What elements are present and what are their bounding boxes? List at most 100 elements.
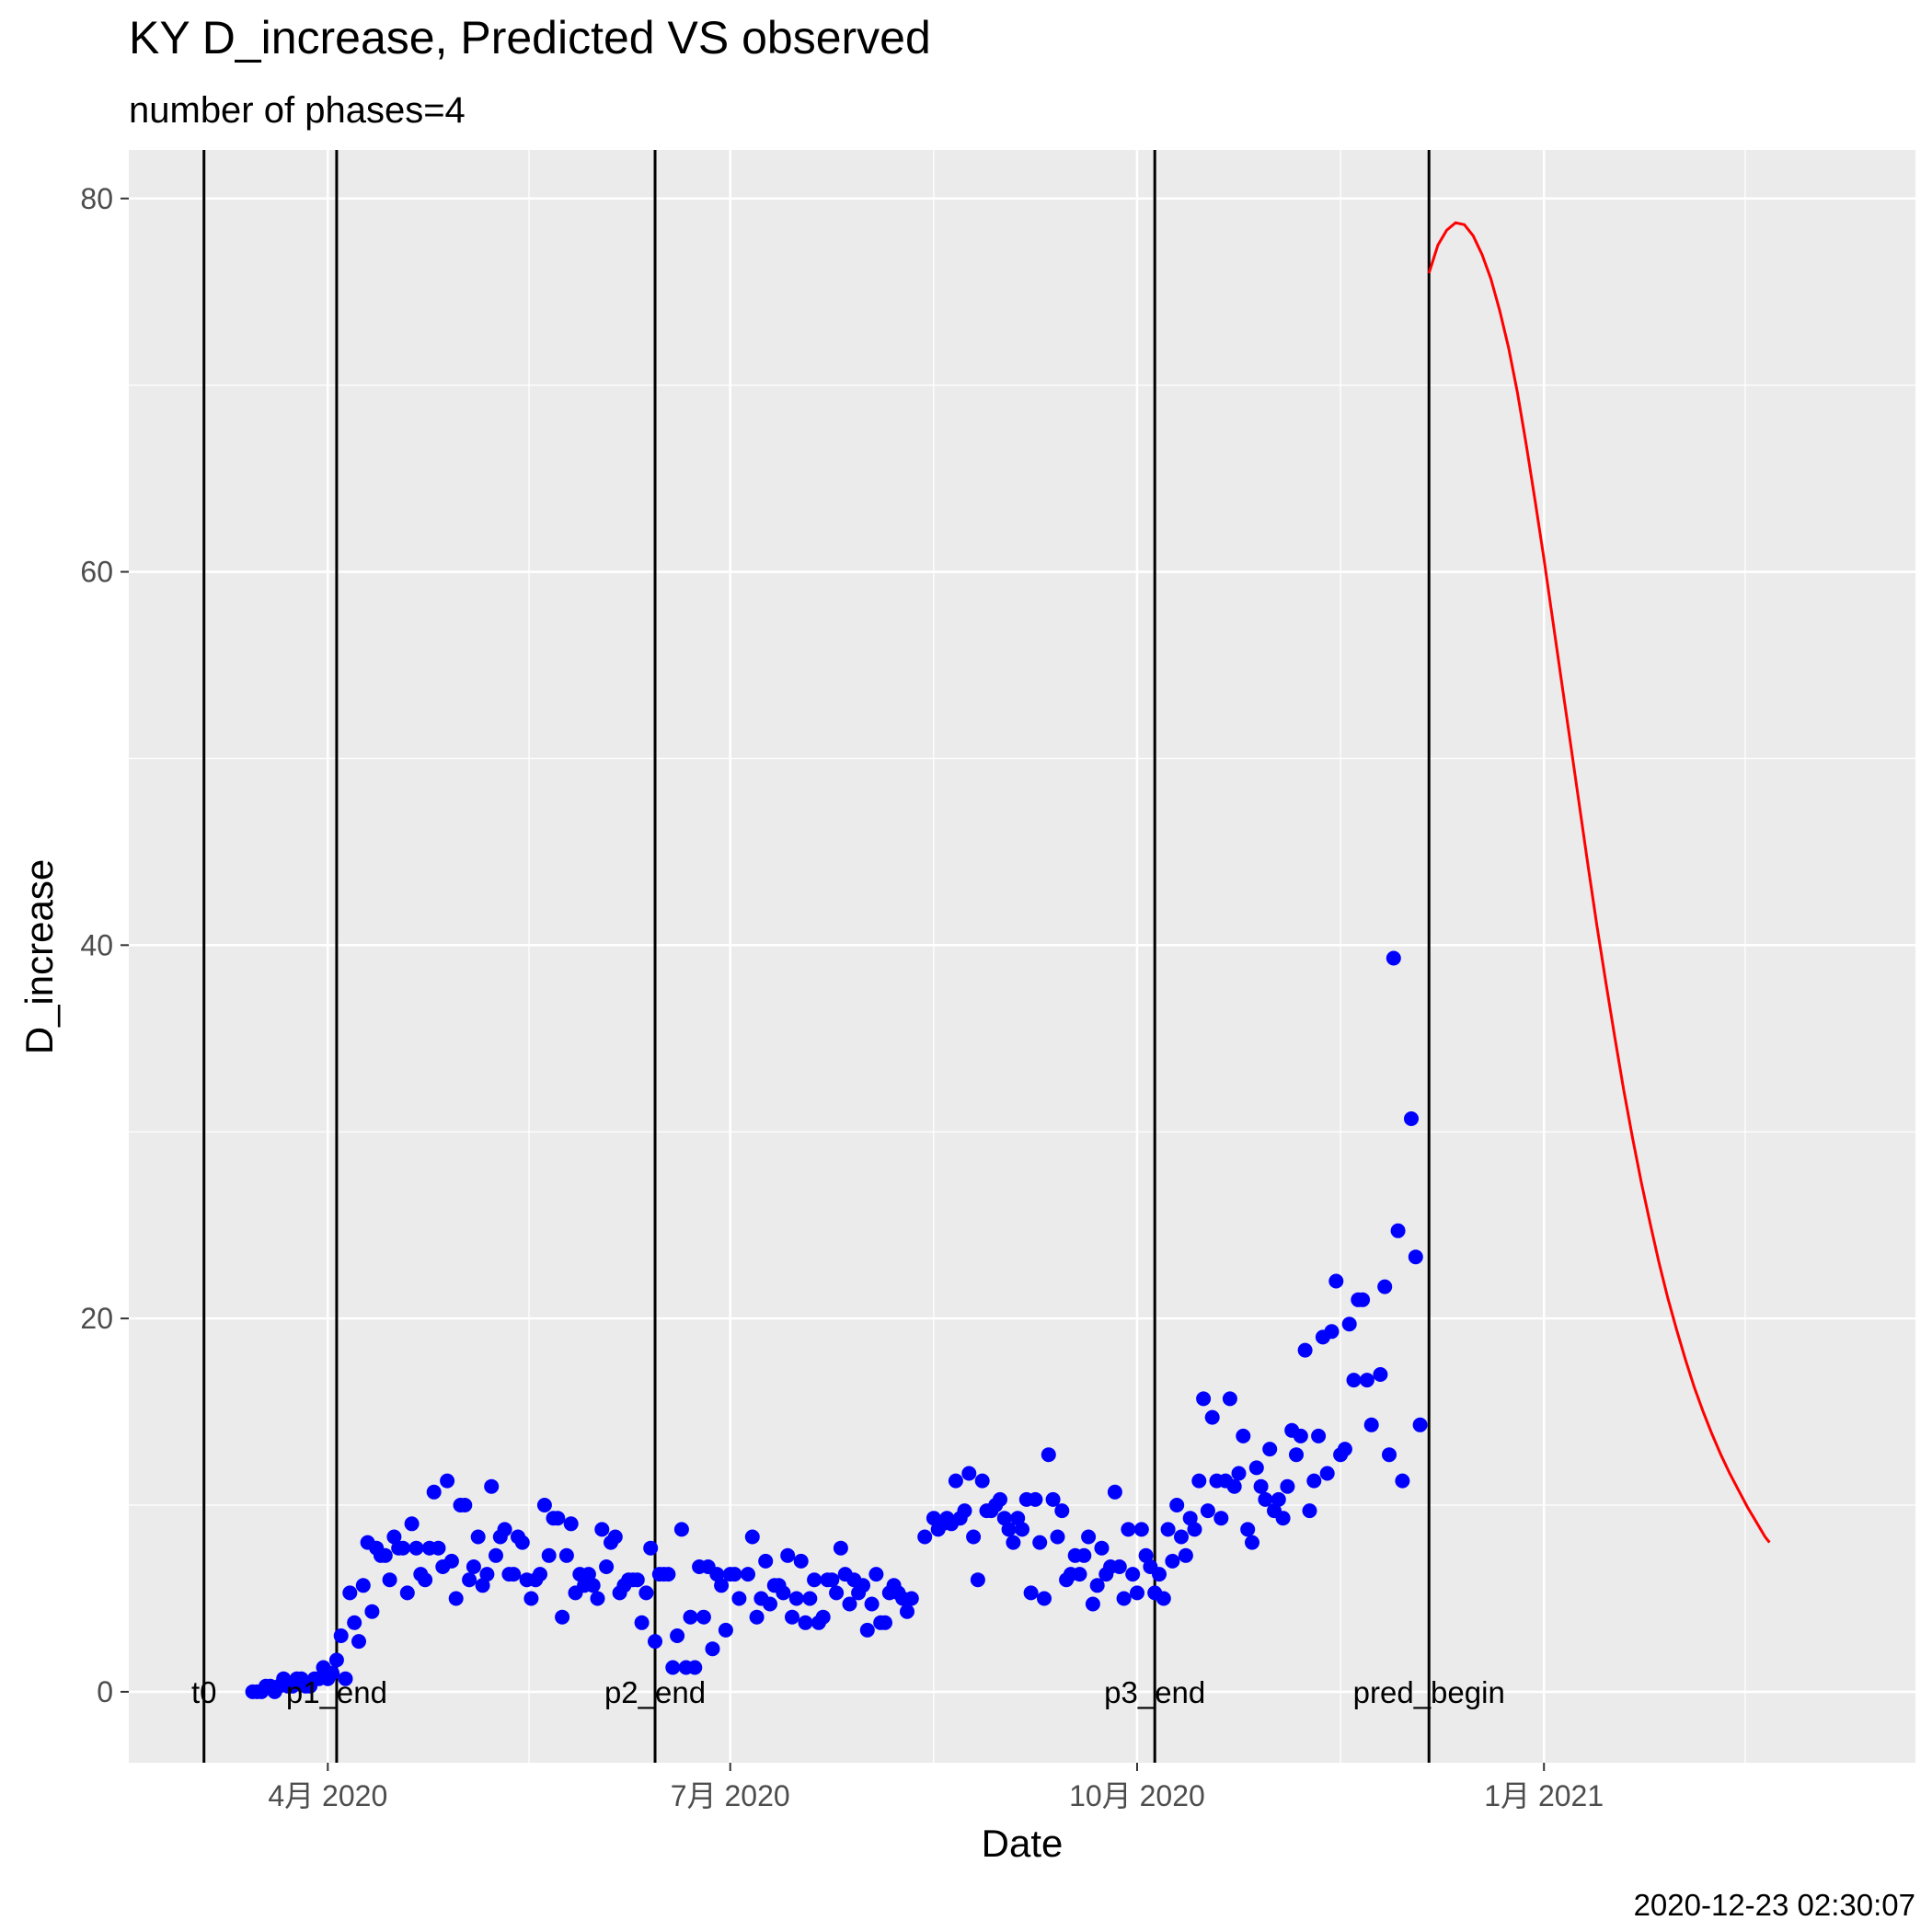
data-point <box>780 1547 796 1563</box>
data-point <box>1160 1522 1176 1537</box>
data-point <box>1302 1503 1317 1519</box>
data-point <box>1196 1391 1212 1407</box>
data-point <box>661 1567 676 1582</box>
data-point <box>687 1660 703 1675</box>
data-point <box>683 1609 698 1625</box>
predicted-line <box>1427 221 1771 1544</box>
data-point <box>1231 1466 1247 1481</box>
data-point <box>1271 1491 1286 1507</box>
data-point <box>1121 1522 1136 1537</box>
data-point <box>1324 1324 1340 1340</box>
data-point <box>1412 1417 1428 1432</box>
data-point <box>1404 1111 1419 1126</box>
data-point <box>497 1522 512 1537</box>
data-point <box>1094 1540 1110 1556</box>
data-point <box>325 1665 340 1681</box>
data-point <box>629 1572 645 1588</box>
data-point <box>1341 1317 1357 1332</box>
data-point <box>1280 1478 1295 1494</box>
data-point <box>643 1540 659 1556</box>
data-point <box>462 1572 477 1588</box>
data-point <box>1213 1511 1229 1526</box>
data-point <box>333 1628 349 1643</box>
data-point <box>1240 1522 1256 1537</box>
data-point <box>1311 1428 1327 1443</box>
data-point <box>514 1535 530 1550</box>
data-point <box>585 1578 601 1593</box>
data-point <box>638 1585 654 1601</box>
data-point <box>900 1604 914 1619</box>
data-point <box>1382 1447 1397 1463</box>
data-point <box>970 1572 985 1588</box>
data-point <box>1328 1273 1344 1289</box>
data-point <box>727 1567 742 1582</box>
data-point <box>1359 1373 1374 1388</box>
data-point <box>763 1596 777 1612</box>
data-point <box>1262 1442 1278 1457</box>
data-point <box>1130 1585 1144 1601</box>
data-point <box>581 1567 596 1582</box>
data-point <box>741 1567 755 1582</box>
data-point <box>696 1609 711 1625</box>
data-point <box>1377 1279 1393 1294</box>
data-point <box>328 1652 344 1668</box>
y-tick-label: 0 <box>97 1675 113 1708</box>
data-point <box>1089 1578 1105 1593</box>
phase-lines <box>202 150 1431 1763</box>
observed-points <box>245 950 1428 1699</box>
data-point <box>448 1591 464 1606</box>
data-point <box>1107 1484 1122 1500</box>
data-point <box>466 1559 481 1574</box>
y-axis-label: D_increase <box>17 859 61 1054</box>
data-point <box>475 1578 490 1593</box>
data-point <box>607 1529 623 1545</box>
vline-label-t0: t0 <box>191 1675 217 1709</box>
data-point <box>903 1591 919 1606</box>
data-point <box>523 1591 539 1606</box>
data-point <box>418 1572 433 1588</box>
data-point <box>776 1585 791 1601</box>
data-point <box>386 1529 402 1545</box>
data-point <box>802 1591 818 1606</box>
data-point <box>1045 1491 1061 1507</box>
data-point <box>1236 1428 1251 1443</box>
x-tick-label: 4月 2020 <box>268 1779 387 1812</box>
data-point <box>594 1522 610 1537</box>
data-point <box>408 1540 424 1556</box>
x-tick-label: 7月 2020 <box>671 1779 790 1812</box>
data-point <box>1306 1473 1322 1489</box>
data-point <box>1152 1567 1167 1582</box>
data-point <box>377 1547 393 1563</box>
data-point <box>1373 1367 1388 1382</box>
data-point <box>382 1572 397 1588</box>
data-point <box>443 1553 459 1569</box>
data-point <box>1054 1503 1070 1519</box>
data-point <box>1408 1249 1423 1265</box>
data-point <box>1165 1553 1180 1569</box>
data-point <box>590 1591 605 1606</box>
data-point <box>1346 1373 1362 1388</box>
data-point <box>758 1553 774 1569</box>
data-point <box>788 1591 804 1606</box>
data-point <box>705 1641 720 1657</box>
data-point <box>1191 1473 1207 1489</box>
data-point <box>404 1516 420 1532</box>
data-point <box>355 1578 371 1593</box>
data-point <box>807 1572 822 1588</box>
data-point <box>1081 1529 1097 1545</box>
data-point <box>824 1572 840 1588</box>
data-point <box>342 1585 358 1601</box>
data-point <box>541 1547 557 1563</box>
data-point <box>966 1529 982 1545</box>
data-point <box>338 1671 353 1686</box>
data-point <box>864 1596 880 1612</box>
data-point <box>744 1529 760 1545</box>
data-point <box>961 1466 977 1481</box>
data-point <box>457 1498 473 1512</box>
timestamp-caption: 2020-12-23 02:30:07 <box>1634 1888 1915 1922</box>
phase-labels: t0 p1_end p2_end p3_end pred_begin <box>191 1675 1505 1709</box>
data-point <box>1037 1591 1052 1606</box>
data-point <box>665 1660 681 1675</box>
data-point <box>1275 1511 1291 1526</box>
